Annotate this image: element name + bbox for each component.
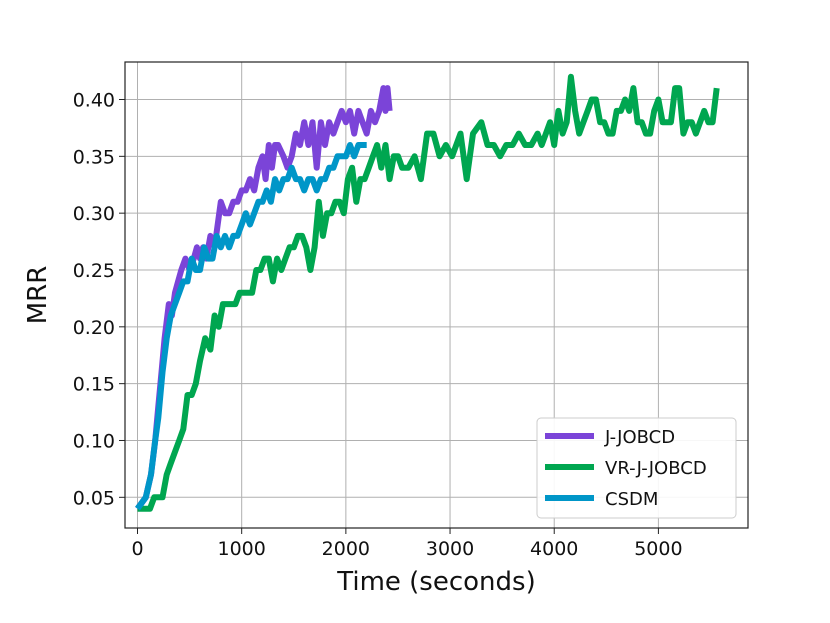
x-tick-label: 1000 (218, 538, 266, 560)
y-tick-label: 0.30 (73, 203, 115, 225)
y-axis-label: MRR (23, 266, 53, 325)
plot-frame (124, 61, 749, 529)
y-tick-label: 0.35 (73, 146, 115, 168)
x-tick-label: 5000 (634, 538, 682, 560)
legend-label: VR-J-JOBCD (605, 458, 707, 479)
y-tick-label: 0.20 (73, 317, 115, 339)
legend-label: J-JOBCD (604, 427, 675, 448)
legend-label: CSDM (605, 489, 658, 510)
x-tick-label: 3000 (426, 538, 474, 560)
legend-box (536, 417, 737, 519)
y-tick-label: 0.05 (73, 487, 115, 509)
y-tick-label: 0.40 (73, 90, 115, 112)
plot-series (135, 73, 720, 512)
x-tick-label: 4000 (530, 538, 578, 560)
legend: J-JOBCD VR-J-JOBCD CSDM (536, 417, 737, 519)
y-tick-label: 0.25 (73, 260, 115, 282)
x-tick-label: 0 (131, 538, 143, 560)
y-tick-label: 0.15 (73, 374, 115, 396)
x-tick-label: 2000 (322, 538, 370, 560)
x-axis-ticks: 0 1000 2000 3000 4000 5000 (131, 528, 683, 560)
y-axis-ticks: 0.05 0.10 0.15 0.20 0.25 0.30 0.35 0.40 (73, 90, 125, 509)
x-axis-label: Time (seconds) (336, 567, 535, 597)
series-line-1 (135, 85, 393, 511)
series-line-2 (137, 73, 720, 512)
y-tick-label: 0.10 (73, 430, 115, 452)
series-line-3 (135, 142, 367, 511)
